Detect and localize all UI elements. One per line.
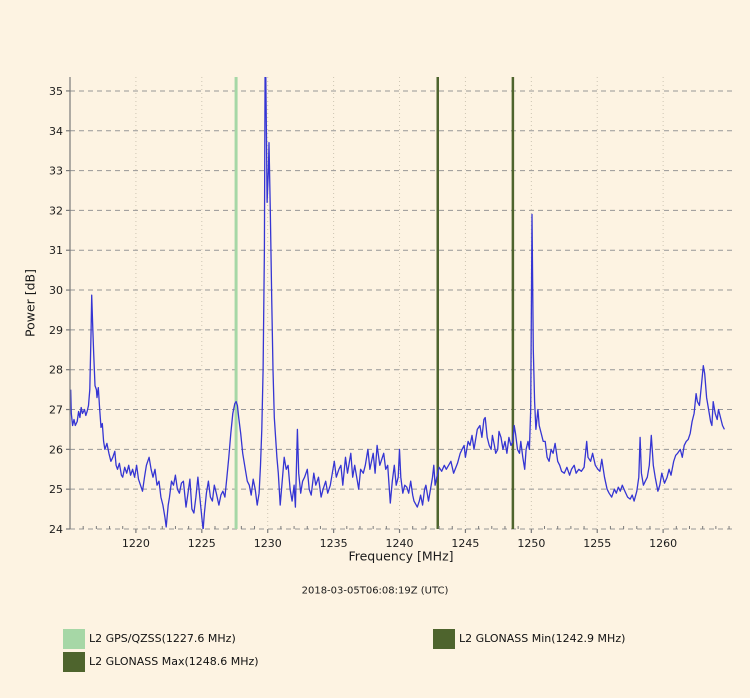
gps-qzss-swatch-icon [63,628,85,649]
y-tick-label: 27 [49,404,63,417]
spectrum-chart: 24 25 26 27 28 29 30 31 32 33 34 35 1220 1225 1230 1235… [49,77,733,550]
y-tick-label: 30 [49,284,63,297]
legend-item-glonass-min: L2 GLONASS Min(1242.9 MHz) [433,628,625,649]
y-tick-label: 26 [49,443,63,456]
legend: L2 GPS/QZSS(1227.6 MHz) L2 GLONASS Min(1… [63,628,625,672]
x-tick-label: 1220 [122,537,150,550]
x-tick-label: 1240 [386,537,414,550]
y-tick-label: 25 [49,483,63,496]
legend-item-gps-qzss: L2 GPS/QZSS(1227.6 MHz) [63,628,433,649]
glonass-max-swatch-icon [63,651,85,672]
x-tick-label: 1255 [583,537,611,550]
y-tick-label: 24 [49,523,63,536]
y-axis-label: Power [dB] [22,268,38,338]
glonass-min-swatch-icon [433,628,455,649]
x-tick-label: 1225 [188,537,216,550]
y-tick-label: 28 [49,364,63,377]
legend-label: L2 GLONASS Max(1248.6 MHz) [89,655,259,668]
y-tick-label: 35 [49,85,63,98]
x-tick-label: 1235 [320,537,348,550]
x-tick-label: 1230 [254,537,282,550]
x-tick-label: 1245 [451,537,479,550]
y-tick-label: 34 [49,125,63,138]
x-axis-label: Frequency [MHz] [348,548,454,564]
x-tick-label: 1260 [649,537,677,550]
x-tick-label: 1250 [517,537,545,550]
spectrum-line [70,77,725,529]
y-tick-label: 31 [49,244,63,257]
legend-label: L2 GPS/QZSS(1227.6 MHz) [89,632,236,645]
legend-label: L2 GLONASS Min(1242.9 MHz) [459,632,626,645]
timestamp: 2018-03-05T06:08:19Z (UTC) [301,585,449,597]
y-tick-label: 32 [49,204,63,217]
y-tick-label: 29 [49,324,63,337]
y-tick-label: 33 [49,165,63,178]
legend-item-glonass-max: L2 GLONASS Max(1248.6 MHz) [63,651,433,672]
